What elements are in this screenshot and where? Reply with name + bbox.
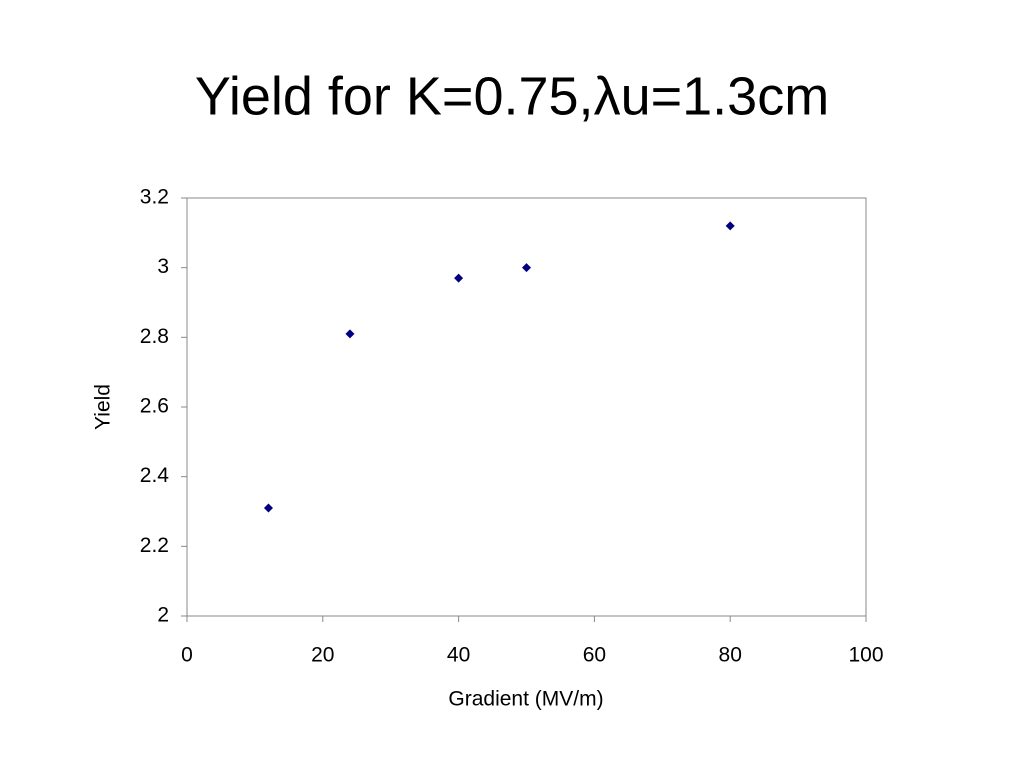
- x-tick-label: 80: [719, 644, 742, 667]
- y-tick-label: 2.8: [140, 325, 169, 348]
- x-tick-label: 0: [181, 644, 193, 667]
- y-axis-label: Yield: [92, 384, 115, 430]
- data-point: [522, 263, 531, 273]
- data-point: [263, 503, 273, 513]
- x-tick-label: 100: [848, 644, 883, 667]
- data-point: [454, 273, 464, 283]
- y-tick-label: 2.4: [140, 464, 170, 487]
- x-axis-label: Gradient (MV/m): [448, 688, 603, 711]
- x-tick-label: 40: [447, 644, 470, 667]
- y-tick-label: 2.6: [140, 395, 169, 418]
- y-tick-label: 2: [157, 604, 169, 627]
- chart-title: Yield for K=0.75,λu=1.3cm: [195, 66, 829, 126]
- data-point: [345, 329, 355, 339]
- data-point: [725, 221, 735, 231]
- x-tick-label: 60: [583, 644, 606, 667]
- y-tick-label: 3.2: [140, 186, 169, 209]
- x-tick-label: 20: [311, 644, 334, 667]
- y-tick-label: 3: [157, 255, 169, 278]
- y-tick-label: 2.2: [140, 534, 169, 557]
